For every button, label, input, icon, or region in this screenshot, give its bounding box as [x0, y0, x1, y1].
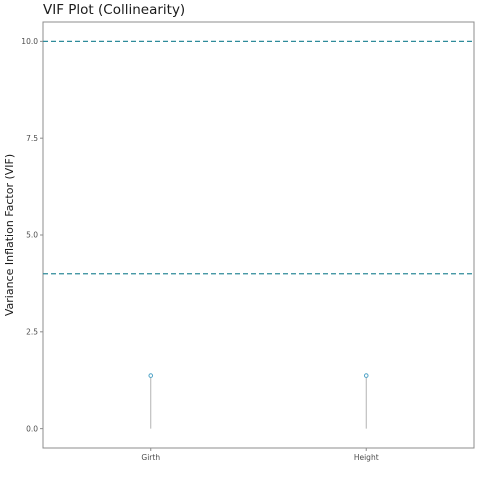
y-tick-label: 7.5 [26, 134, 38, 143]
data-marks [148, 373, 369, 429]
vif-point [148, 373, 154, 378]
vif-point [363, 373, 369, 378]
y-tick-label: 5.0 [26, 231, 38, 240]
y-axis: 0.0 2.5 5.0 7.5 10.0 [21, 37, 43, 433]
y-axis-title: Variance Inflation Factor (VIF) [3, 154, 16, 316]
y-tick-label: 0.0 [26, 424, 38, 433]
x-tick-label: Girth [141, 453, 160, 462]
y-tick-label: 10.0 [21, 37, 38, 46]
chart-title: VIF Plot (Collinearity) [43, 2, 185, 18]
x-tick-label: Height [354, 453, 379, 462]
x-axis: Girth Height [141, 448, 379, 462]
y-tick-label: 2.5 [26, 328, 38, 337]
plot-panel [42, 21, 475, 449]
